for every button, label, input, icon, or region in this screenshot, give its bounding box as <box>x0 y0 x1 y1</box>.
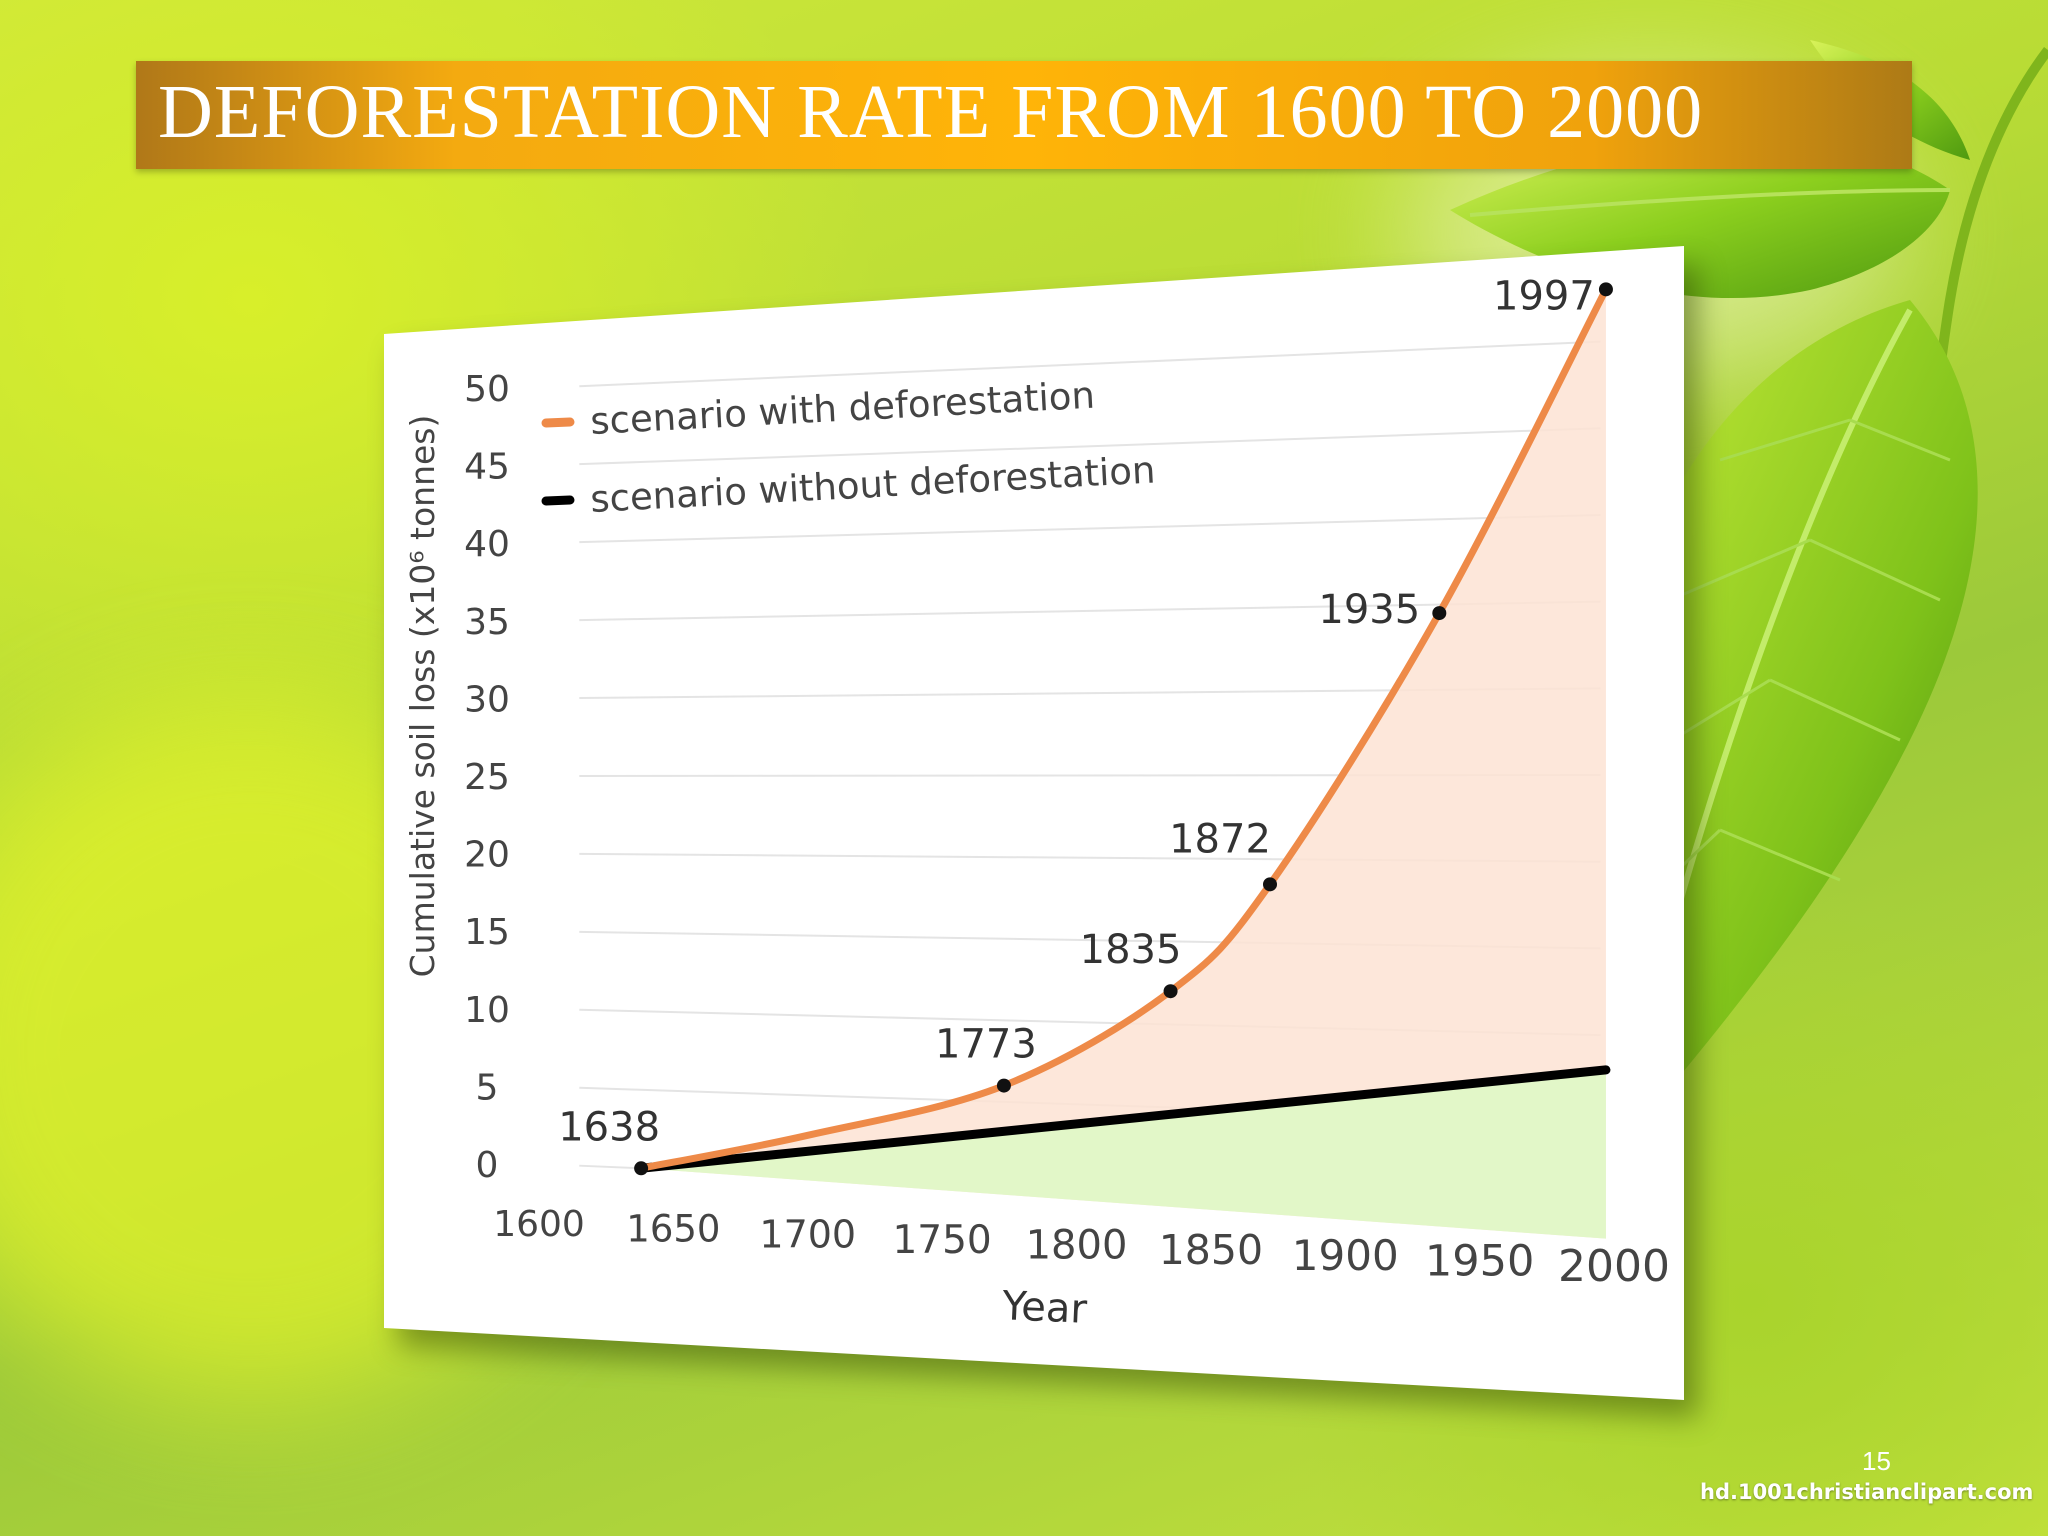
x-tick-label: 1850 <box>1159 1226 1263 1274</box>
data-label: 1935 <box>1318 587 1420 633</box>
y-tick-label: 30 <box>464 679 510 720</box>
data-label: 1872 <box>1169 816 1271 862</box>
y-tick-label: 50 <box>464 369 510 410</box>
y-tick-label: 15 <box>464 912 510 953</box>
data-point <box>1163 984 1178 999</box>
data-point <box>634 1161 649 1176</box>
data-point <box>996 1078 1011 1093</box>
legend-swatch-with-deforestation <box>541 417 575 428</box>
gridline <box>579 513 1601 544</box>
y-tick-label: 5 <box>476 1067 499 1108</box>
legend-swatch-without-deforestation <box>541 495 575 506</box>
area-with-deforestation <box>641 289 1606 1239</box>
y-tick-label: 40 <box>464 524 510 565</box>
series-line-with-deforestation <box>637 285 1610 1172</box>
page-number: 15 <box>1862 1446 1891 1476</box>
line-chart: 1638 1773 1835 1872 1935 1997 0 5 10 15 20 25 30 35 4… <box>384 246 1684 1400</box>
y-tick-label: 20 <box>464 835 510 876</box>
x-axis-title: Year <box>1000 1283 1088 1333</box>
area-fills <box>641 289 1606 1239</box>
y-axis-title: Cumulative soil loss (x10⁶ tonnes) <box>403 415 442 978</box>
x-tick-label: 1650 <box>626 1208 720 1251</box>
gridline <box>579 600 1601 622</box>
y-tick-label: 25 <box>464 757 510 798</box>
x-tick-label: 1800 <box>1026 1223 1128 1269</box>
data-label: 1773 <box>935 1022 1037 1068</box>
y-axis-ticks: 0 5 10 15 20 25 30 35 40 45 50 <box>464 369 510 1186</box>
title-banner: DEFORESTATION RATE FROM 1600 TO 2000 <box>136 61 1912 169</box>
x-tick-label: 1700 <box>759 1212 856 1256</box>
x-tick-label: 1600 <box>493 1204 585 1245</box>
area-without-deforestation <box>641 1069 1606 1239</box>
y-tick-label: 10 <box>464 990 510 1031</box>
data-points: 1638 1773 1835 1872 1935 1997 <box>558 273 1613 1176</box>
x-tick-label: 1950 <box>1425 1236 1534 1286</box>
data-label: 1638 <box>558 1104 660 1150</box>
gridline <box>579 427 1601 466</box>
data-point <box>1432 606 1447 621</box>
image-credit: hd.1001christianclipart.com <box>1700 1480 2034 1504</box>
y-tick-label: 0 <box>476 1145 499 1186</box>
chart-card: 1638 1773 1835 1872 1935 1997 0 5 10 15 20 25 30 35 4… <box>384 246 1684 1406</box>
data-point <box>1263 877 1277 892</box>
y-tick-label: 45 <box>464 447 510 488</box>
gridline <box>579 340 1601 388</box>
data-point <box>1598 282 1613 297</box>
x-tick-label: 1750 <box>892 1218 991 1263</box>
x-tick-label: 1900 <box>1292 1231 1399 1280</box>
series-line-without-deforestation <box>636 1065 1611 1173</box>
data-label: 1997 <box>1493 273 1595 319</box>
x-axis-ticks: 1600 1650 1700 1750 1800 1850 1900 1950 2000 <box>493 1204 1670 1292</box>
y-tick-label: 35 <box>464 602 510 643</box>
x-tick-label: 2000 <box>1558 1241 1670 1292</box>
data-label: 1835 <box>1080 927 1182 973</box>
slide-title: DEFORESTATION RATE FROM 1600 TO 2000 <box>158 70 1704 154</box>
series-lines <box>636 285 1611 1173</box>
